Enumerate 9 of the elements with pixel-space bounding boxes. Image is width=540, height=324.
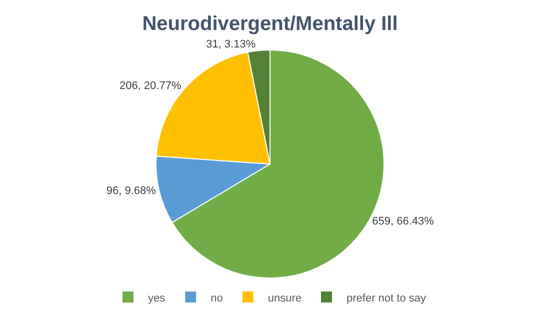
data-label: 31, 3.13% — [206, 38, 256, 51]
data-label: 96, 9.68% — [106, 184, 156, 197]
legend-label: yes — [148, 292, 166, 304]
legend-label: unsure — [268, 292, 302, 304]
legend-label: no — [210, 292, 223, 304]
data-label: 206, 20.77% — [119, 80, 182, 92]
chart-title: Neurodivergent/Mentally Ill — [142, 13, 398, 36]
data-label: 659, 66.43% — [372, 216, 434, 228]
legend-label: prefer not to say — [346, 292, 426, 304]
